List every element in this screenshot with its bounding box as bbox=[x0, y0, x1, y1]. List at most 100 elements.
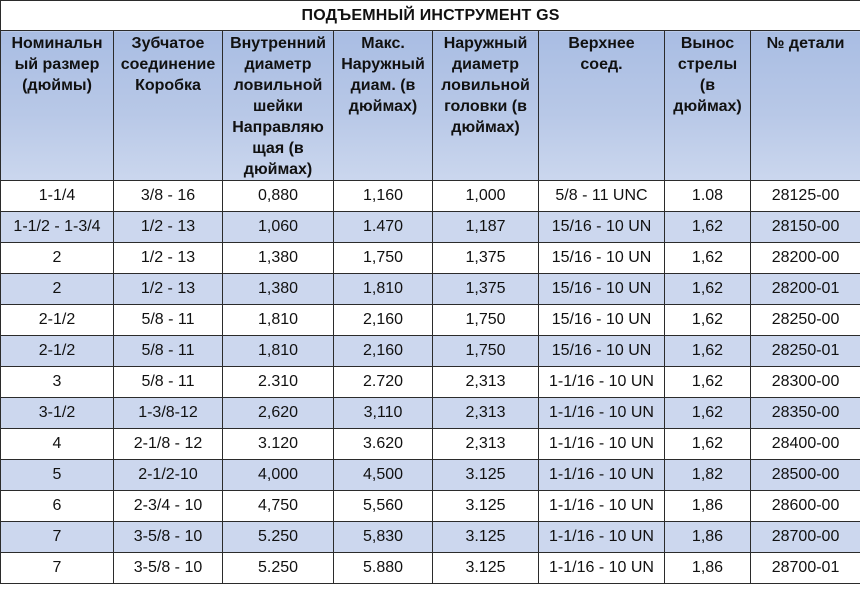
cell-max-od: 5.880 bbox=[333, 552, 433, 584]
cell-nominal-size: 2-1/2 bbox=[0, 335, 114, 367]
cell-top-connection: 1-1/16 - 10 UN bbox=[538, 459, 665, 491]
cell-part-number: 28700-01 bbox=[749, 552, 860, 584]
cell-nominal-size: 2 bbox=[0, 242, 114, 274]
cell-top-connection: 15/16 - 10 UN bbox=[538, 273, 665, 305]
cell-fishneck-od: 1,750 bbox=[432, 335, 539, 367]
cell-reach: 1,86 bbox=[664, 490, 751, 522]
cell-top-connection: 15/16 - 10 UN bbox=[538, 304, 665, 336]
cell-fishneck-id: 1,380 bbox=[222, 242, 334, 274]
cell-max-od: 5,830 bbox=[333, 521, 433, 553]
col-header-max-od: Макс. Наружный диам. (в дюймах) bbox=[333, 30, 433, 181]
col-header-reach: Вынос стрелы (в дюймах) bbox=[664, 30, 751, 181]
cell-part-number: 28600-00 bbox=[749, 490, 860, 522]
cell-max-od: 5,560 bbox=[333, 490, 433, 522]
table-row: 6 2-3/4 - 10 4,750 5,560 3.125 1-1/16 - 10 UN… bbox=[0, 490, 860, 522]
table-row: 1-1/2 - 1-3/4 1/2 - 13 1,060 1.470 1,187 15/1… bbox=[0, 211, 860, 243]
cell-nominal-size: 5 bbox=[0, 459, 114, 491]
cell-fishneck-id: 0,880 bbox=[222, 180, 334, 212]
cell-box-connection: 2-1/8 - 12 bbox=[113, 428, 223, 460]
cell-nominal-size: 2-1/2 bbox=[0, 304, 114, 336]
cell-fishneck-id: 5.250 bbox=[222, 552, 334, 584]
cell-top-connection: 1-1/16 - 10 UN bbox=[538, 428, 665, 460]
table-row: 2 1/2 - 13 1,380 1,750 1,375 15/16 - 10 UN 1,6… bbox=[0, 242, 860, 274]
cell-top-connection: 5/8 - 11 UNC bbox=[538, 180, 665, 212]
cell-reach: 1,62 bbox=[664, 428, 751, 460]
table-row: 2 1/2 - 13 1,380 1,810 1,375 15/16 - 10 UN 1,6… bbox=[0, 273, 860, 305]
cell-fishneck-od: 3.125 bbox=[432, 521, 539, 553]
cell-box-connection: 1/2 - 13 bbox=[113, 211, 223, 243]
cell-box-connection: 5/8 - 11 bbox=[113, 304, 223, 336]
cell-reach: 1,62 bbox=[664, 366, 751, 398]
cell-max-od: 1,160 bbox=[333, 180, 433, 212]
cell-reach: 1,86 bbox=[664, 521, 751, 553]
cell-fishneck-od: 1,187 bbox=[432, 211, 539, 243]
cell-part-number: 28250-00 bbox=[749, 304, 860, 336]
cell-reach: 1,62 bbox=[664, 397, 751, 429]
cell-max-od: 3.620 bbox=[333, 428, 433, 460]
cell-max-od: 2.720 bbox=[333, 366, 433, 398]
cell-fishneck-od: 3.125 bbox=[432, 459, 539, 491]
cell-fishneck-od: 1,000 bbox=[432, 180, 539, 212]
cell-max-od: 3,110 bbox=[333, 397, 433, 429]
cell-fishneck-id: 5.250 bbox=[222, 521, 334, 553]
cell-part-number: 28700-00 bbox=[749, 521, 860, 553]
cell-fishneck-id: 2.310 bbox=[222, 366, 334, 398]
cell-box-connection: 5/8 - 11 bbox=[113, 366, 223, 398]
cell-reach: 1,82 bbox=[664, 459, 751, 491]
table-row: 1-1/4 3/8 - 16 0,880 1,160 1,000 5/8 - 11 UNC… bbox=[0, 180, 860, 212]
cell-box-connection: 1/2 - 13 bbox=[113, 273, 223, 305]
cell-part-number: 28500-00 bbox=[749, 459, 860, 491]
cell-fishneck-id: 1,060 bbox=[222, 211, 334, 243]
cell-fishneck-od: 1,750 bbox=[432, 304, 539, 336]
cell-top-connection: 1-1/16 - 10 UN bbox=[538, 552, 665, 584]
cell-reach: 1,62 bbox=[664, 211, 751, 243]
cell-nominal-size: 7 bbox=[0, 521, 114, 553]
cell-reach: 1,86 bbox=[664, 552, 751, 584]
col-header-box-connection: Зубчатое соединение Коробка bbox=[113, 30, 223, 181]
cell-nominal-size: 3 bbox=[0, 366, 114, 398]
cell-reach: 1,62 bbox=[664, 242, 751, 274]
cell-max-od: 2,160 bbox=[333, 335, 433, 367]
cell-fishneck-id: 2,620 bbox=[222, 397, 334, 429]
cell-nominal-size: 4 bbox=[0, 428, 114, 460]
cell-box-connection: 3-5/8 - 10 bbox=[113, 552, 223, 584]
table-row: 2-1/2 5/8 - 11 1,810 2,160 1,750 15/16 - 10 U… bbox=[0, 304, 860, 336]
table-row: 2-1/2 5/8 - 11 1,810 2,160 1,750 15/16 - 10 U… bbox=[0, 335, 860, 367]
cell-max-od: 1,810 bbox=[333, 273, 433, 305]
cell-reach: 1,62 bbox=[664, 304, 751, 336]
col-header-nominal-size: Номинальн ый размер (дюймы) bbox=[0, 30, 114, 181]
cell-fishneck-od: 3.125 bbox=[432, 490, 539, 522]
table-row: 3-1/2 1-3/8-12 2,620 3,110 2,313 1-1/16 - 10 … bbox=[0, 397, 860, 429]
cell-reach: 1.08 bbox=[664, 180, 751, 212]
cell-fishneck-id: 1,380 bbox=[222, 273, 334, 305]
cell-box-connection: 2-3/4 - 10 bbox=[113, 490, 223, 522]
cell-part-number: 28200-00 bbox=[749, 242, 860, 274]
col-header-part-number: № детали bbox=[749, 30, 860, 181]
cell-part-number: 28400-00 bbox=[749, 428, 860, 460]
cell-reach: 1,62 bbox=[664, 335, 751, 367]
table-title: ПОДЪЕМНЫЙ ИНСТРУМЕНТ GS bbox=[0, 0, 860, 31]
cell-nominal-size: 7 bbox=[0, 552, 114, 584]
header-row: Номинальн ый размер (дюймы) Зубчатое сое… bbox=[0, 30, 860, 181]
cell-part-number: 28350-00 bbox=[749, 397, 860, 429]
cell-part-number: 28300-00 bbox=[749, 366, 860, 398]
table-body: 1-1/4 3/8 - 16 0,880 1,160 1,000 5/8 - 11 UNC… bbox=[0, 180, 860, 584]
table-row: 4 2-1/8 - 12 3.120 3.620 2,313 1-1/16 - 10 UN… bbox=[0, 428, 860, 460]
cell-fishneck-id: 3.120 bbox=[222, 428, 334, 460]
cell-fishneck-id: 4,000 bbox=[222, 459, 334, 491]
cell-fishneck-od: 1,375 bbox=[432, 273, 539, 305]
cell-top-connection: 1-1/16 - 10 UN bbox=[538, 521, 665, 553]
col-header-fishneck-id: Внутренний диаметр ловильной шейки Напра… bbox=[222, 30, 334, 181]
cell-reach: 1,62 bbox=[664, 273, 751, 305]
cell-nominal-size: 1-1/4 bbox=[0, 180, 114, 212]
cell-fishneck-id: 1,810 bbox=[222, 304, 334, 336]
cell-nominal-size: 1-1/2 - 1-3/4 bbox=[0, 211, 114, 243]
table-row: 7 3-5/8 - 10 5.250 5.880 3.125 1-1/16 - 10 UN… bbox=[0, 552, 860, 584]
cell-nominal-size: 3-1/2 bbox=[0, 397, 114, 429]
cell-part-number: 28150-00 bbox=[749, 211, 860, 243]
cell-max-od: 4,500 bbox=[333, 459, 433, 491]
cell-top-connection: 1-1/16 - 10 UN bbox=[538, 366, 665, 398]
table-row: 3 5/8 - 11 2.310 2.720 2,313 1-1/16 - 10 UN 1,… bbox=[0, 366, 860, 398]
cell-max-od: 2,160 bbox=[333, 304, 433, 336]
cell-max-od: 1,750 bbox=[333, 242, 433, 274]
